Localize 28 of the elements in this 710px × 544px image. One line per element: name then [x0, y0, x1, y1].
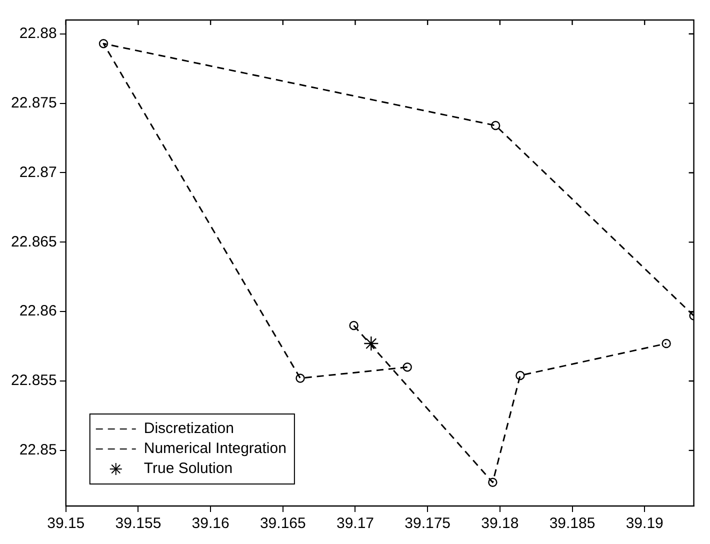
legend-label: Numerical Integration — [144, 440, 286, 458]
point — [98, 39, 108, 48]
y-tick-label: 22.865 — [10, 233, 57, 250]
point — [490, 120, 500, 130]
point — [402, 362, 412, 372]
x-tick-label: 39.175 — [404, 515, 451, 532]
point — [364, 336, 379, 352]
y-tick-label: 22.87 — [19, 164, 57, 181]
x-tick-label: 39.17 — [336, 515, 374, 532]
point — [516, 370, 525, 380]
y-tick-label: 22.855 — [10, 372, 57, 390]
y-tick-label: 22.86 — [19, 302, 57, 320]
point — [296, 374, 305, 383]
x-tick-label: 39.18 — [481, 515, 519, 532]
y-tick-label: 22.88 — [19, 25, 57, 42]
point — [349, 320, 358, 330]
x-tick-label: 39.15 — [47, 515, 85, 532]
legend-label: True Solution — [144, 460, 233, 478]
x-tick-label: 39.165 — [260, 515, 306, 532]
x-tick-label: 39.16 — [192, 515, 230, 532]
x-tick-label: 39.155 — [115, 515, 162, 532]
x-tick-label: 39.19 — [626, 515, 664, 532]
point — [662, 338, 671, 348]
point — [488, 478, 498, 487]
y-tick-label: 22.85 — [19, 442, 57, 459]
x-tick-label: 39.185 — [549, 515, 596, 532]
y-tick-label: 22.875 — [10, 94, 57, 112]
legend-label: Discretization — [144, 420, 234, 438]
